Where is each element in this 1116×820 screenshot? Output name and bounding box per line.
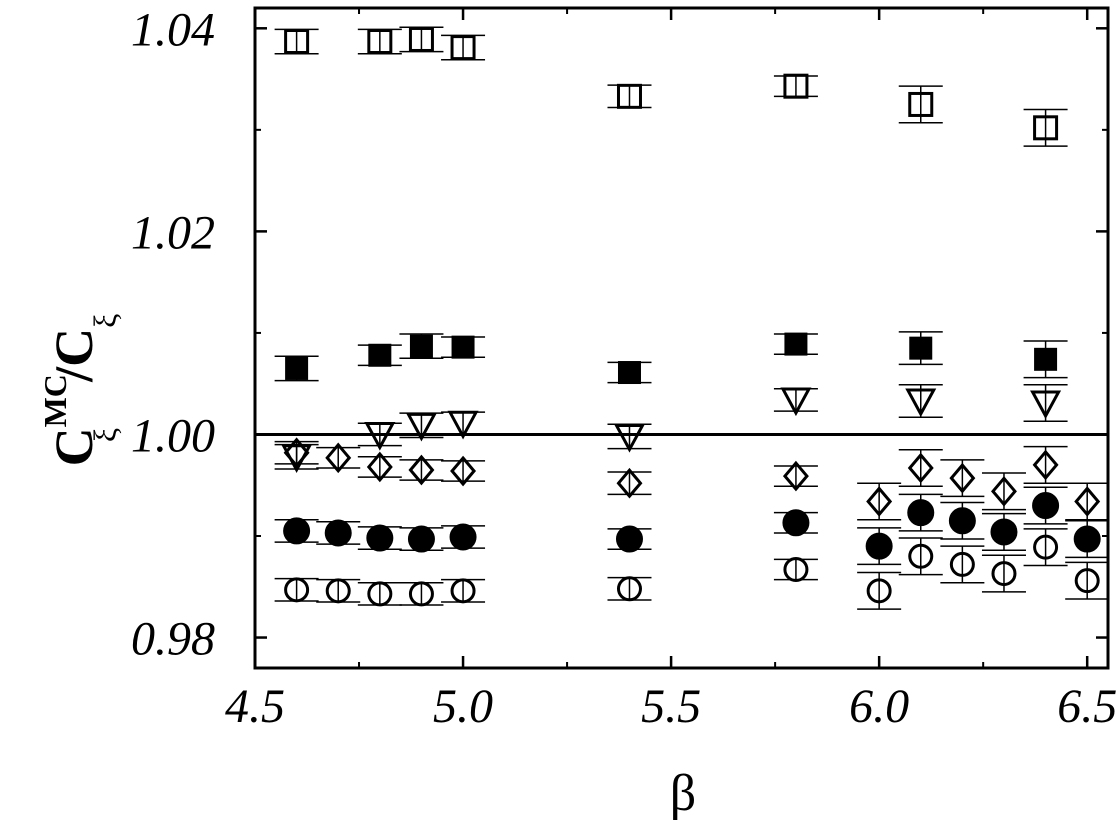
- data-point-circle-filled: [449, 523, 477, 551]
- data-point-diamond-open: [949, 462, 976, 494]
- x-axis-title: β: [670, 765, 696, 820]
- data-point-circle-open: [616, 576, 642, 602]
- plot-frame: [253, 6, 1110, 670]
- data-point-square-open: [1033, 115, 1059, 141]
- data-point-square-open: [616, 83, 642, 109]
- axes: 4.5 5.0 5.5 6.0 6.5 0.98 1.00 1.02 1.04: [131, 3, 1116, 733]
- data-point-circle-open: [325, 578, 351, 604]
- data-point-diamond-open: [408, 454, 435, 486]
- data-point-diamond-open: [866, 486, 893, 517]
- data-point-square-open: [284, 29, 310, 55]
- y-tick-label: 1.02: [131, 206, 215, 259]
- data-point-circle-open: [450, 578, 476, 604]
- y-tick-label: 1.04: [131, 3, 215, 56]
- data-point-circle-filled: [615, 525, 643, 553]
- data-point-square-filled: [617, 361, 641, 385]
- data-point-circle-open: [908, 543, 934, 569]
- y-tick-label: 1.00: [131, 409, 215, 462]
- y-axis-title-main: C: [44, 427, 104, 466]
- data-point-diamond-open: [782, 460, 809, 492]
- data-point-circle-open: [1033, 534, 1059, 560]
- data-point-circle-filled: [1032, 492, 1060, 520]
- x-tick-label: 5.0: [433, 680, 493, 733]
- data-point-square-open: [783, 73, 809, 99]
- data-point-triangle-open: [447, 410, 479, 440]
- data-point-circle-open: [367, 581, 393, 607]
- data-point-square-filled: [784, 332, 808, 356]
- x-tick-label: 6.0: [849, 680, 909, 733]
- data-point-circle-filled: [366, 524, 394, 552]
- data-point-diamond-open: [450, 455, 477, 487]
- data-point-square-filled: [909, 336, 933, 360]
- data-point-diamond-open: [1074, 486, 1101, 517]
- data-point-triangle-open: [405, 412, 437, 442]
- data-point-diamond-open: [366, 451, 393, 483]
- data-point-circle-filled: [782, 509, 810, 537]
- data-point-circle-open: [949, 551, 975, 577]
- data-point-diamond-open: [325, 442, 352, 474]
- data-point-circle-filled: [865, 532, 893, 560]
- data-point-circle-filled: [283, 517, 311, 545]
- y-axis-title-sub: ξ: [87, 428, 123, 442]
- data-point-triangle-open: [780, 387, 812, 417]
- x-tick-label: 4.5: [225, 680, 285, 733]
- y-axis-title-sup: MC: [37, 374, 73, 427]
- plot-area: [274, 26, 1110, 610]
- data-point-square-open: [450, 35, 476, 61]
- y-axis-title-main2: C: [44, 328, 104, 367]
- data-point-triangle-open: [905, 388, 937, 418]
- data-point-square-filled: [1034, 347, 1058, 371]
- data-point-circle-open: [284, 577, 310, 603]
- data-point-circle-open: [408, 581, 434, 607]
- data-point-diamond-open: [907, 452, 934, 484]
- data-point-diamond-open: [1032, 449, 1059, 481]
- data-point-triangle-open: [1030, 390, 1062, 420]
- data-point-square-filled: [409, 334, 433, 358]
- data-point-diamond-open: [616, 467, 643, 499]
- data-point-circle-filled: [990, 518, 1018, 546]
- y-tick-label: 0.98: [131, 613, 215, 666]
- data-point-square-filled: [285, 356, 309, 380]
- y-axis-title-sep: /: [44, 366, 104, 383]
- data-point-circle-filled: [948, 507, 976, 535]
- data-point-diamond-open: [991, 476, 1017, 507]
- data-point-circle-open: [1074, 568, 1100, 594]
- data-point-square-open: [367, 29, 393, 55]
- data-point-triangle-open: [613, 423, 646, 453]
- data-point-square-filled: [368, 343, 392, 367]
- data-point-circle-open: [783, 557, 809, 583]
- data-point-circle-filled: [324, 519, 352, 547]
- x-tick-label: 6.5: [1057, 680, 1116, 733]
- data-point-circle-open: [991, 561, 1017, 587]
- data-point-circle-filled: [1073, 525, 1101, 553]
- data-point-square-open: [908, 91, 934, 117]
- y-axis-title: CMCξ/Cξ: [37, 314, 123, 467]
- data-point-circle-filled: [407, 525, 435, 553]
- data-point-diamond-open: [283, 437, 310, 469]
- data-point-square-open: [408, 26, 434, 52]
- data-point-circle-filled: [907, 499, 935, 527]
- y-axis-title-sub2: ξ: [87, 314, 123, 328]
- x-tick-label: 5.5: [641, 680, 701, 733]
- data-point-circle-open: [866, 578, 892, 604]
- svg-text:CMCξ/Cξ: CMCξ/Cξ: [37, 314, 123, 467]
- data-point-square-filled: [451, 335, 475, 359]
